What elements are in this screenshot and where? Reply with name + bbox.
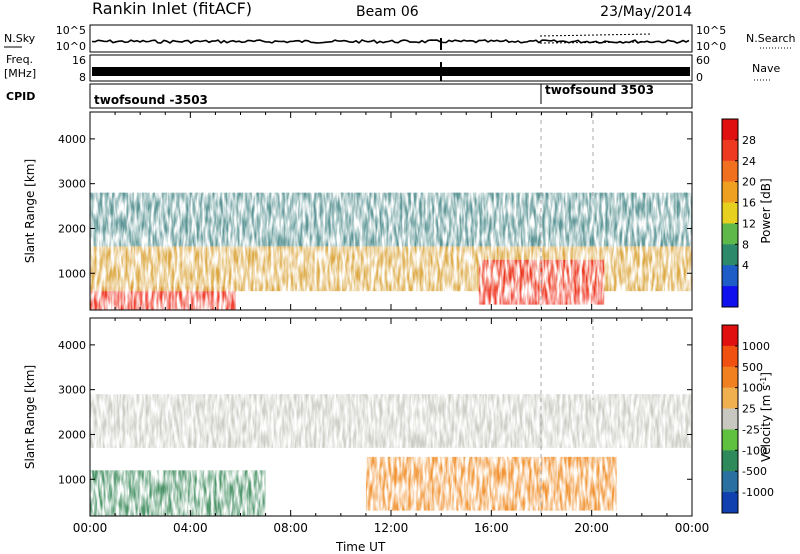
freq-unit-label: [MHz] <box>4 67 36 80</box>
colorbar-tick-label: -100 <box>742 444 767 457</box>
colorbar-tick-label: -1000 <box>742 486 774 499</box>
nsearch-trace <box>539 33 653 37</box>
nave-tick-top: 60 <box>696 54 710 67</box>
x-tick-label: 04:00 <box>173 521 208 535</box>
echo-region <box>90 286 236 310</box>
colorbar-tick-label: -500 <box>742 465 767 478</box>
x-tick-label: 08:00 <box>273 521 308 535</box>
freq-trace <box>92 67 690 76</box>
colorbar-tick-label: 100 <box>742 382 763 395</box>
nsky-trace <box>91 39 690 44</box>
y-tick-label: 4000 <box>58 339 86 352</box>
nsearch-tick-top: 10^5 <box>696 24 726 37</box>
colorbar-swatch <box>722 223 738 245</box>
nsearch-tick-bottom: 10^0 <box>696 40 726 53</box>
colorbar-tick-label: 12 <box>742 217 756 230</box>
colorbar-swatch <box>722 429 738 451</box>
y-tick-label: 3000 <box>58 178 86 191</box>
colorbar-tick-label: 16 <box>742 197 756 210</box>
colorbar-tick-label: 8 <box>742 238 749 251</box>
colorbar-tick-label: 1000 <box>742 340 770 353</box>
power-ylabel: Slant Range [km] <box>23 159 37 263</box>
velocity-colorbar: 1000 500 100 25 -25 -100 -500 -1000 <box>721 324 774 514</box>
colorbar-swatch <box>722 450 738 472</box>
colorbar-tick-label: 4 <box>742 259 749 272</box>
x-tick-label: 00:00 <box>73 521 108 535</box>
nave-label: Nave <box>752 62 780 75</box>
nsky-label: N.Sky <box>4 32 36 45</box>
beam-label: Beam 06 <box>356 4 419 20</box>
colorbar-swatch <box>722 408 738 430</box>
power-colorbar: 28 24 20 16 12 8 4 <box>721 118 756 308</box>
y-tick-label: 2000 <box>58 428 86 441</box>
y-tick-label: 1000 <box>58 473 86 486</box>
y-tick-label: 4000 <box>58 133 86 146</box>
velocity-echo-field <box>90 394 692 516</box>
power-x-axis <box>89 112 693 310</box>
station-title: Rankin Inlet (fitACF) <box>92 0 252 18</box>
cpid-segment-1: twofsound -3503 <box>94 93 208 107</box>
velocity-y-axis: 4000 3000 2000 1000 <box>58 339 692 486</box>
colorbar-swatch <box>722 160 738 183</box>
colorbar-swatch <box>722 345 738 368</box>
echo-region <box>90 394 692 448</box>
power-colorbar-label: Power [dB] <box>759 178 773 243</box>
date-label: 23/May/2014 <box>600 4 692 20</box>
cpid-segment-2: twofsound 3503 <box>545 83 654 97</box>
x-tick-label: 12:00 <box>374 521 409 535</box>
echo-region <box>90 192 692 247</box>
freq-tick-bottom: 8 <box>79 71 86 84</box>
y-tick-label: 3000 <box>58 384 86 397</box>
x-tick-label: 20:00 <box>574 521 609 535</box>
colorbar-swatch <box>722 202 738 224</box>
nsearch-label: N.Search <box>746 32 796 45</box>
x-axis-title: Time UT <box>335 540 386 554</box>
colorbar-swatch <box>722 244 738 266</box>
y-tick-label: 2000 <box>58 222 86 235</box>
nsky-panel: N.Sky 10^5 10^0 10^5 10^0 N.Search <box>4 24 796 53</box>
colorbar-tick-label: 24 <box>742 155 756 168</box>
velocity-x-axis: 00:00 04:00 08:00 12:00 16:00 20:00 00:00 <box>73 318 710 535</box>
colorbar-tick-label: 20 <box>742 176 756 189</box>
echo-region <box>90 470 266 516</box>
colorbar-tick-label: 25 <box>742 403 756 416</box>
colorbar-swatch <box>722 286 738 308</box>
colorbar-tick-label: 500 <box>742 361 763 374</box>
nsky-tick-top: 10^5 <box>56 24 86 37</box>
freq-panel: Freq. [MHz] 16 8 60 0 Nave <box>4 53 780 84</box>
colorbar-swatch <box>722 471 738 493</box>
colorbar-swatch <box>722 387 738 410</box>
colorbar-swatch <box>722 265 738 287</box>
cpid-label: CPID <box>6 90 35 103</box>
colorbar-tick-label: 28 <box>742 134 756 147</box>
power-echo-field <box>90 192 692 310</box>
colorbar-tick-label: -25 <box>742 423 760 436</box>
colorbar-swatch <box>722 366 738 389</box>
nsky-tick-bottom: 10^0 <box>56 40 86 53</box>
freq-tick-top: 16 <box>72 54 86 67</box>
y-tick-label: 1000 <box>58 267 86 280</box>
velocity-colorbar-label: Velocity [m s-1] <box>759 372 774 462</box>
power-y-axis: 4000 3000 2000 1000 <box>58 133 692 280</box>
velocity-panel: 4000 3000 2000 1000 00:00 04:00 08:00 12:00 16:… <box>23 317 774 535</box>
colorbar-swatch <box>722 325 738 347</box>
power-panel: 4000 3000 2000 1000 Slant Range [km] 28 24 20… <box>23 111 773 311</box>
colorbar-swatch <box>722 119 738 141</box>
freq-label: Freq. <box>6 53 33 66</box>
colorbar-swatch <box>722 181 738 204</box>
nave-tick-bottom: 0 <box>696 71 703 84</box>
colorbar-swatch <box>722 139 738 162</box>
x-tick-label: 16:00 <box>474 521 509 535</box>
x-tick-label: 00:00 <box>675 521 710 535</box>
colorbar-swatch <box>722 492 738 514</box>
echo-region <box>365 456 617 511</box>
cpid-panel: CPID twofsound -3503 twofsound 3503 <box>6 83 693 109</box>
velocity-ylabel: Slant Range [km] <box>23 365 37 469</box>
